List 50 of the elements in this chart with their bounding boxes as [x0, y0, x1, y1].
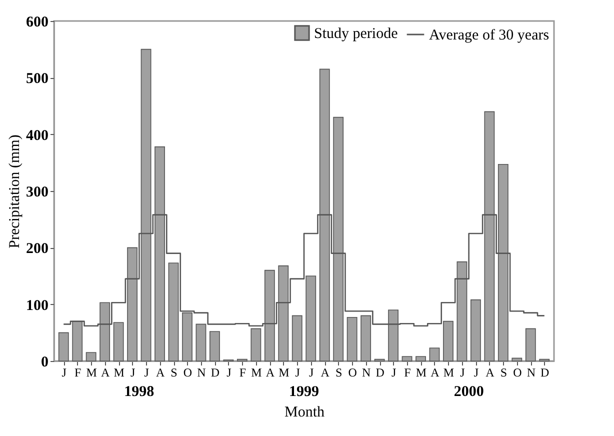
- x-tick-label: O: [183, 366, 192, 380]
- x-tick-label: A: [156, 366, 165, 380]
- x-tick-label: N: [197, 366, 206, 380]
- x-tick-label: O: [348, 366, 358, 380]
- text: 1999: [289, 384, 319, 400]
- text: 1998: [124, 384, 154, 400]
- x-tick-label: N: [526, 366, 536, 380]
- x-tick-label: J: [309, 366, 314, 380]
- x-tick-label: A: [486, 366, 495, 380]
- x-tick-label: M: [443, 366, 454, 380]
- y-tick-label: 600: [26, 14, 48, 30]
- x-tick-label: J: [474, 366, 479, 380]
- y-axis-title: Precipitation (mm): [7, 134, 23, 248]
- x-tick-label: D: [376, 366, 385, 380]
- x-tick-label: D: [210, 366, 220, 380]
- y-tick-label: 300: [26, 184, 48, 200]
- x-tick-label: F: [239, 366, 246, 380]
- x-tick-label: M: [416, 366, 427, 380]
- x-tick-label: N: [362, 366, 371, 380]
- x-tick-label: S: [500, 366, 508, 380]
- text: 2000: [454, 384, 484, 400]
- x-tick-label: J: [391, 366, 396, 380]
- x-tick-label: M: [251, 366, 262, 380]
- x-tick-label: J: [144, 366, 150, 380]
- x-tick-label: M: [86, 366, 98, 380]
- y-tick-label: 0: [41, 354, 48, 370]
- x-tick-label: J: [62, 366, 67, 380]
- legend-label: Average of 30 years: [429, 28, 550, 44]
- x-tick-label: A: [320, 366, 330, 380]
- x-tick-label: J: [226, 366, 232, 380]
- y-tick-label: 200: [26, 241, 48, 258]
- x-tick-label: A: [266, 366, 275, 380]
- x-tick-label: A: [430, 366, 440, 380]
- x-tick-label: F: [404, 366, 412, 380]
- x-tick-label: D: [540, 366, 550, 380]
- x-tick-label: J: [460, 366, 466, 380]
- x-tick-label: O: [513, 366, 522, 380]
- x-tick-label: S: [170, 366, 178, 380]
- x-tick-label: M: [278, 366, 290, 380]
- x-axis-title: Month: [284, 404, 325, 420]
- x-tick-label: J: [130, 366, 136, 380]
- x-tick-label: S: [335, 366, 342, 380]
- y-tick-label: 100: [26, 298, 48, 314]
- x-tick-label: J: [295, 366, 300, 380]
- legend-label: Study periode: [314, 26, 398, 42]
- y-tick-label: 400: [26, 128, 48, 144]
- x-tick-label: F: [74, 366, 82, 380]
- x-tick-label: A: [100, 366, 110, 380]
- x-tick-label: M: [114, 366, 125, 380]
- y-tick-label: 500: [26, 71, 48, 88]
